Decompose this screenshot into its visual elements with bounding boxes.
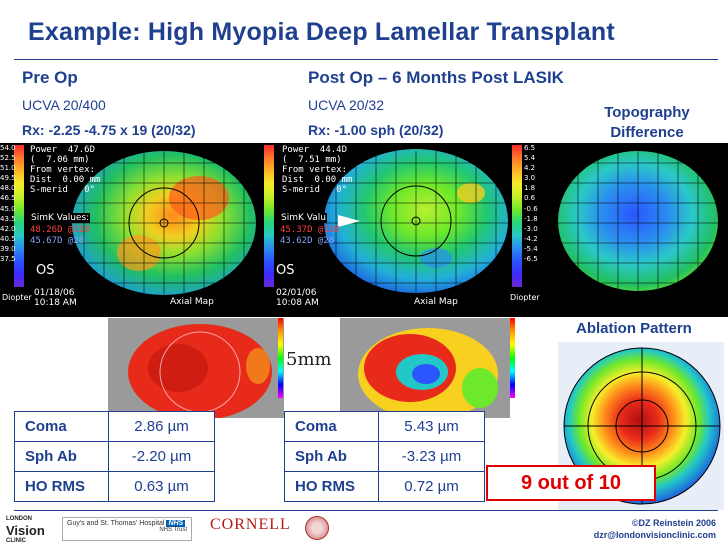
post-ho-rms-value: 0.72 µm xyxy=(378,471,485,502)
title-divider xyxy=(14,59,718,60)
logo-vision-text: Vision xyxy=(6,523,45,538)
pre-coma-label: Coma xyxy=(14,411,109,442)
post-op-wavefront-map xyxy=(340,318,510,418)
pre-op-simk-2: 45.67D @28 xyxy=(30,236,85,246)
post-op-simk-2: 43.62D @28 xyxy=(280,236,335,246)
score-badge: 9 out of 10 xyxy=(486,465,656,501)
pre-op-topography-map: 54.0 52.5 51.0 49.5 48.0 46.5 45.0 43.5 42.0 40.5… xyxy=(0,143,262,317)
pre-coma-value: 2.86 µm xyxy=(108,411,215,442)
pre-op-wavefront-map xyxy=(108,318,284,418)
topography-difference-line2: Difference xyxy=(610,124,684,141)
contact-email: dzr@londonvisionclinic.com xyxy=(593,530,716,540)
wavefront-size-label: 5mm xyxy=(286,349,332,370)
ablation-pattern-title: Ablation Pattern xyxy=(576,320,692,337)
pre-ho-rms-value: 0.63 µm xyxy=(108,471,215,502)
pre-sph-ab-value: -2.20 µm xyxy=(108,441,215,472)
pre-op-metrics-table: Coma 2.86 µm Sph Ab -2.20 µm HO RMS 0.63… xyxy=(14,411,215,502)
london-vision-clinic-logo: LONDON Vision CLINIC xyxy=(6,514,45,546)
pre-sph-ab-label: Sph Ab xyxy=(14,441,109,472)
logo-gst-text: Guy's and St. Thomas' Hospital xyxy=(67,520,165,527)
pre-op-ucva: UCVA 20/400 xyxy=(22,97,106,113)
pre-op-wavefront-scale xyxy=(278,318,283,398)
pre-op-color-scale xyxy=(14,145,24,287)
post-op-simk-1: 45.37D @118 xyxy=(280,225,340,235)
logo-vision-clinic: CLINIC xyxy=(6,538,26,544)
table-row: HO RMS 0.63 µm xyxy=(14,471,215,502)
table-row: Sph Ab -3.23 µm xyxy=(284,441,485,472)
pre-op-heading: Pre Op xyxy=(22,68,78,87)
post-op-heading: Post Op – 6 Months Post LASIK xyxy=(308,68,564,87)
slide-title: Example: High Myopia Deep Lamellar Trans… xyxy=(28,18,615,46)
post-op-eye-label: OS xyxy=(276,263,295,278)
post-op-map-type: Axial Map xyxy=(414,297,458,307)
footer-divider xyxy=(14,510,718,511)
topography-map-strip: 54.0 52.5 51.0 49.5 48.0 46.5 45.0 43.5 42.0 40.5… xyxy=(0,143,728,317)
pre-op-eye-label: OS xyxy=(36,263,55,278)
difference-scale-labels: 6.5 5.4 4.2 3.0 1.8 0.6 -0.6 -1.8 -3.0 -4.2 -5.4 -6… xyxy=(524,144,538,264)
pre-op-date: 01/18/06 10:18 AM xyxy=(34,288,77,308)
post-coma-value: 5.43 µm xyxy=(378,411,485,442)
post-sph-ab-value: -3.23 µm xyxy=(378,441,485,472)
post-op-date: 02/01/06 10:08 AM xyxy=(276,288,319,308)
post-op-map-info: Power 44.4D ( 7.51 mm) From vertex: Dist… xyxy=(282,145,353,195)
copyright-text: ©DZ Reinstein 2006 xyxy=(631,518,716,528)
guys-st-thomas-logo: Guy's and St. Thomas' Hospital NHS NHS T… xyxy=(62,517,192,541)
pre-op-rx: Rx: -2.25 -4.75 x 19 (20/32) xyxy=(22,122,196,138)
copyright-block: ©DZ Reinstein 2006 dzr@londonvisionclini… xyxy=(594,517,716,541)
pre-ho-rms-label: HO RMS xyxy=(14,471,109,502)
comparison-arrow-icon xyxy=(338,215,360,227)
post-op-rx: Rx: -1.00 sph (20/32) xyxy=(308,122,444,138)
logo-vision-small: LONDON xyxy=(6,516,32,522)
table-row: Sph Ab -2.20 µm xyxy=(14,441,215,472)
difference-topography-map: 6.5 5.4 4.2 3.0 1.8 0.6 -0.6 -1.8 -3.0 -4.2 -5.4 -6… xyxy=(508,143,728,317)
nhs-trust-text: NHS Trust xyxy=(159,527,187,533)
nhs-logo: NHS xyxy=(166,520,186,527)
post-ho-rms-label: HO RMS xyxy=(284,471,379,502)
difference-color-scale xyxy=(512,145,522,287)
post-op-simk-label: SimK Valu xyxy=(280,213,327,223)
post-op-metrics-table: Coma 5.43 µm Sph Ab -3.23 µm HO RMS 0.72… xyxy=(284,411,485,502)
pre-op-simk-label: SimK Values: xyxy=(30,213,91,223)
university-seal-icon xyxy=(305,516,329,540)
pre-op-diopter-label: Diopter xyxy=(2,293,32,302)
pre-op-map-info: Power 47.6D ( 7.06 mm) From vertex: Dist… xyxy=(30,145,101,195)
pre-op-scale-labels: 54.0 52.5 51.0 49.5 48.0 46.5 45.0 43.5 42.0 40.5… xyxy=(0,144,16,264)
cornell-logo: CORNELL xyxy=(210,516,291,533)
table-row: HO RMS 0.72 µm xyxy=(284,471,485,502)
pre-op-simk-1: 48.26D @118 xyxy=(30,225,90,235)
topography-difference-label: Topography Difference xyxy=(590,103,704,143)
table-row: Coma 2.86 µm xyxy=(14,411,215,442)
difference-diopter-label: Diopter xyxy=(510,293,540,302)
table-row: Coma 5.43 µm xyxy=(284,411,485,442)
difference-map-image xyxy=(558,151,720,293)
post-op-topography-map: Power 44.4D ( 7.51 mm) From vertex: Dist… xyxy=(262,143,508,317)
post-sph-ab-label: Sph Ab xyxy=(284,441,379,472)
post-op-map-image xyxy=(324,149,508,295)
pre-op-map-image xyxy=(72,151,256,295)
topography-difference-line1: Topography xyxy=(604,104,690,121)
pre-op-map-type: Axial Map xyxy=(170,297,214,307)
post-op-color-scale xyxy=(264,145,274,287)
post-op-wavefront-scale xyxy=(510,318,515,398)
post-coma-label: Coma xyxy=(284,411,379,442)
post-op-ucva: UCVA 20/32 xyxy=(308,97,385,113)
